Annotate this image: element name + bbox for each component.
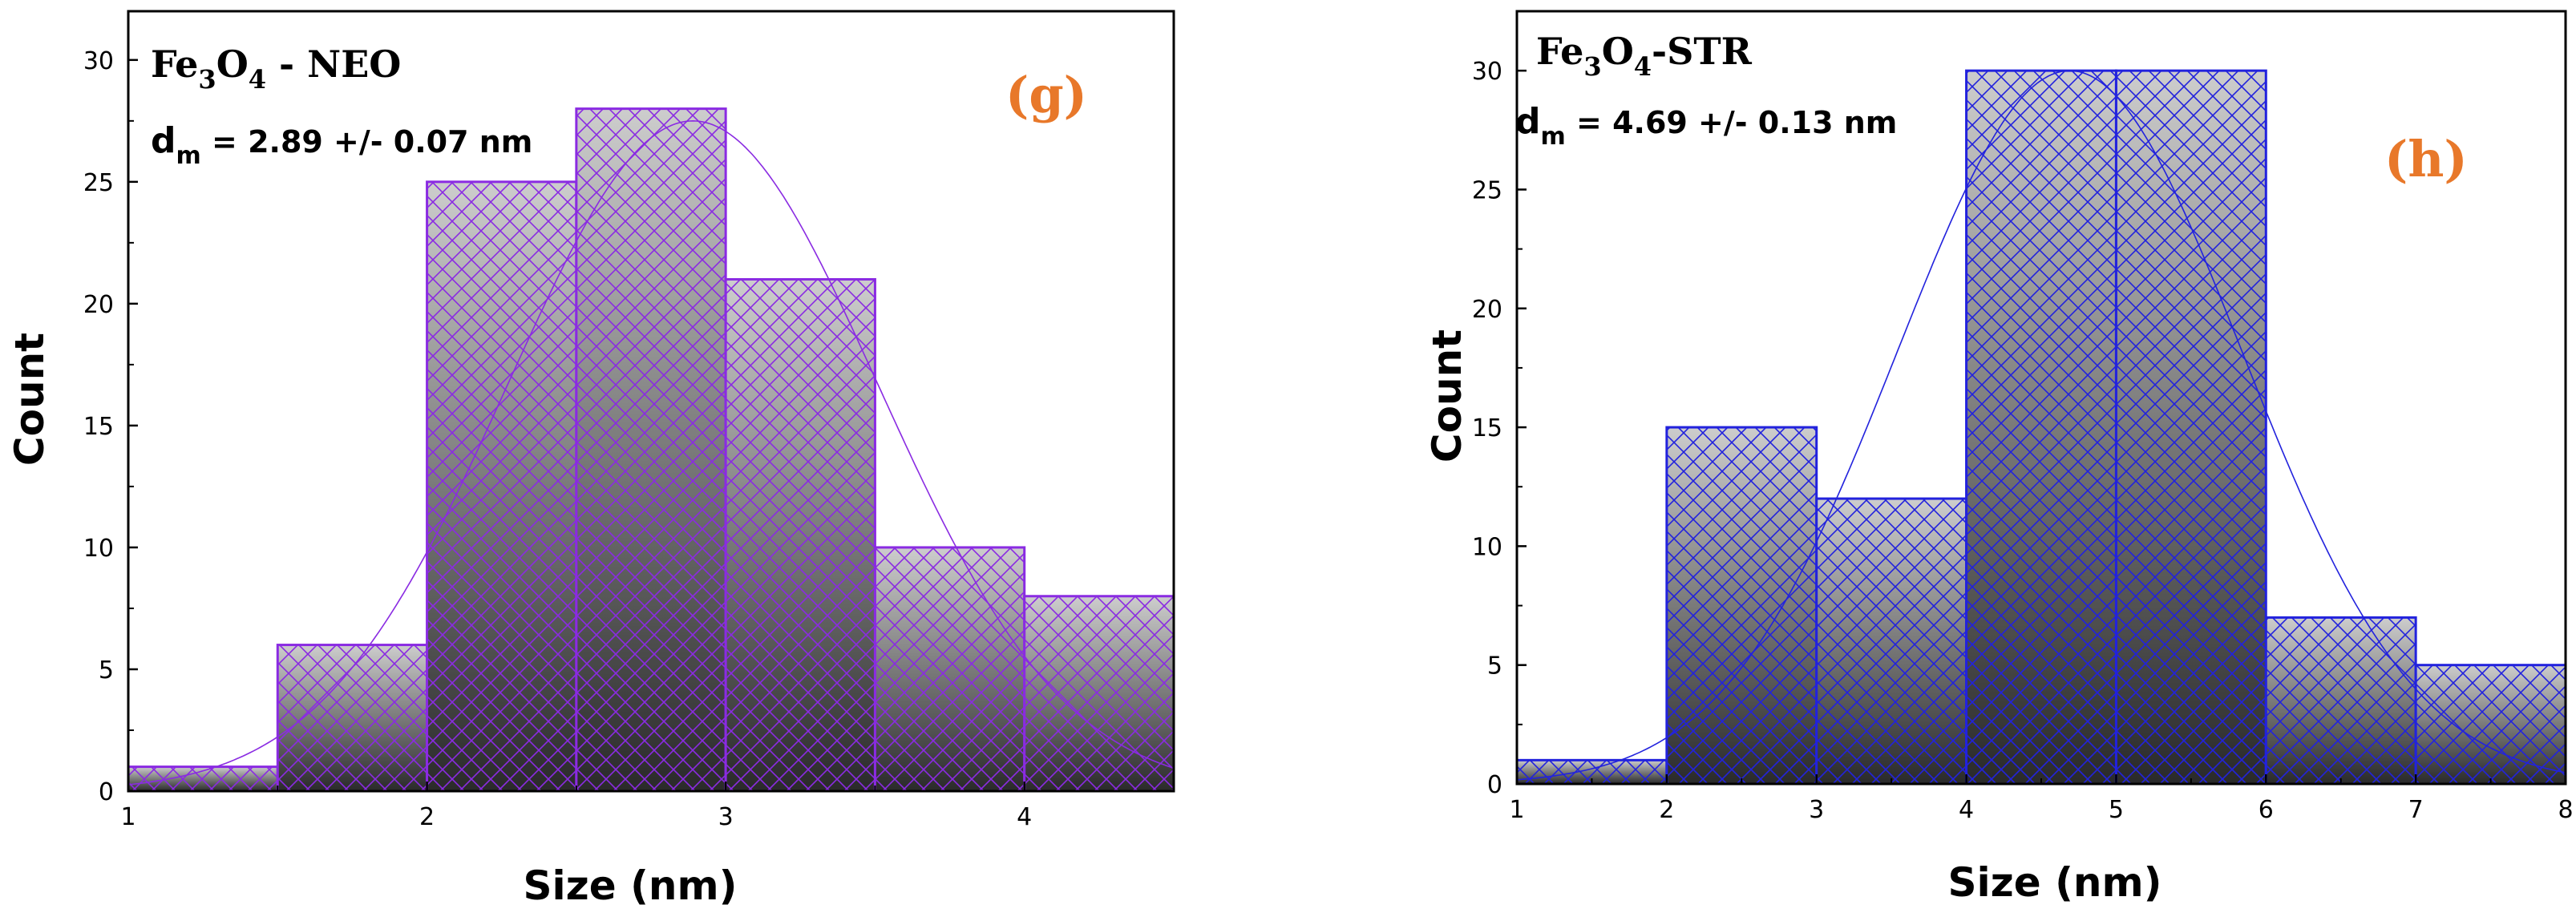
bar-h-7 [2414,664,2567,786]
bar-h-2 [1665,426,1818,786]
y-tick-label-h-15: 15 [1472,414,1502,442]
x-tick-label-h-7: 7 [2408,796,2424,824]
x-tick-label-h-4: 4 [1959,796,1974,824]
y-tick-label-g-0: 0 [99,778,114,806]
ticks-g: 1 2 3 4 0 5 10 15 20 25 30 [83,47,1032,831]
chart-panel-h: 1 2 3 4 5 6 7 8 0 5 10 15 20 25 30 Size (nm) Count Fe3… [1424,10,2574,906]
bars-h [1515,69,2567,786]
x-tick-label-g-1: 1 [120,803,135,831]
y-axis-title-g: Count [6,333,53,466]
gaussian-fit-curve-g [127,119,1175,786]
x-tick-label-g-4: 4 [1017,803,1032,831]
bar-g-6 [873,546,1026,793]
panel-tag-g: (g) [1005,66,1087,124]
chart-panel-g: 1 2 3 4 0 5 10 15 20 25 30 Size (nm) Count Fe3O4 -… [6,10,1175,909]
x-axis-title-h: Size (nm) [1948,859,2162,906]
y-tick-label-h-25: 25 [1472,176,1502,204]
bar-h-4 [1965,69,2117,786]
mean-diameter-label-h: dm = 4.69 +/- 0.13 nm [1515,101,1897,151]
plot-frame-h [1515,10,2567,786]
x-tick-label-h-6: 6 [2259,796,2274,824]
x-tick-label-h-5: 5 [2109,796,2124,824]
y-tick-label-h-20: 20 [1472,296,1502,324]
mean-diameter-label-g: dm = 2.89 +/- 0.07 nm [151,120,532,170]
bar-g-4 [575,107,727,793]
x-tick-label-g-2: 2 [419,803,435,831]
y-tick-label-h-5: 5 [1487,652,1502,681]
bar-h-5 [2114,69,2267,786]
bars-g [127,107,1175,793]
y-tick-label-g-5: 5 [99,656,114,685]
formula-label-h: Fe3O4-STR [1536,30,1753,82]
x-tick-label-h-2: 2 [1659,796,1674,824]
x-tick-label-h-8: 8 [2558,796,2573,824]
y-tick-label-g-30: 30 [83,47,114,75]
x-tick-label-h-1: 1 [1509,796,1524,824]
y-tick-label-g-25: 25 [83,169,114,197]
bar-g-3 [426,180,578,793]
bar-h-3 [1815,497,1968,786]
x-tick-label-g-3: 3 [718,803,734,831]
formula-label-g: Fe3O4 - NEO [151,42,401,95]
y-tick-label-h-10: 10 [1472,533,1502,561]
y-tick-label-h-0: 0 [1487,771,1502,799]
x-tick-label-h-3: 3 [1809,796,1824,824]
bar-g-5 [724,277,876,793]
gaussian-fit-curve-h [1516,70,2566,781]
y-axis-title-h: Count [1424,329,1470,463]
bar-g-7 [1023,595,1175,793]
y-tick-label-g-15: 15 [83,413,114,441]
y-tick-label-h-30: 30 [1472,58,1502,86]
y-tick-label-g-10: 10 [83,535,114,563]
bar-h-6 [2264,616,2417,786]
x-axis-title-g: Size (nm) [524,862,738,909]
y-tick-label-g-20: 20 [83,291,114,319]
panel-tag-h: (h) [2384,130,2468,188]
plot-frame-g [127,10,1175,793]
